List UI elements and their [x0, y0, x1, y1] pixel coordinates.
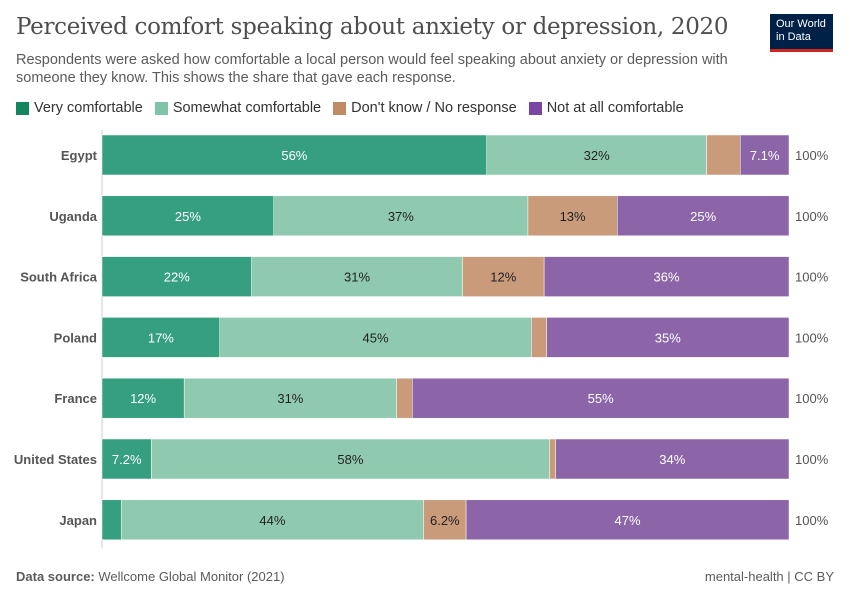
bar-segment — [396, 377, 413, 419]
bar-segment — [555, 438, 790, 480]
bar-segment — [183, 377, 397, 419]
data-label: 35% — [655, 330, 681, 345]
total-label: 100% — [795, 148, 829, 163]
data-label: 37% — [388, 209, 414, 224]
total-label: 100% — [795, 209, 829, 224]
bar-segment — [617, 195, 790, 237]
data-label: 56% — [281, 148, 307, 163]
data-label: 31% — [344, 270, 370, 285]
total-label: 100% — [795, 391, 829, 406]
data-label: 7.2% — [112, 452, 142, 467]
chart-title: Perceived comfort speaking about anxiety… — [16, 14, 729, 40]
bar-segment — [465, 499, 790, 541]
chart-subtitle: Respondents were asked how comfortable a… — [16, 52, 728, 86]
data-label: 25% — [175, 209, 201, 224]
legend-label: Don't know / No response — [351, 100, 517, 116]
legend-swatch — [333, 101, 347, 115]
total-label: 100% — [795, 513, 829, 528]
legend-swatch — [16, 101, 29, 115]
legend-item[interactable]: Very comfortable — [16, 100, 143, 116]
data-label: 44% — [259, 513, 285, 528]
category-label: Uganda — [49, 209, 97, 224]
legend-swatch — [528, 101, 542, 115]
legend: Very comfortable Somewhat comfortable Do… — [16, 100, 684, 116]
bar-segment — [151, 438, 550, 480]
data-label: 17% — [148, 330, 174, 345]
bar-segment — [101, 195, 274, 237]
logo-line1: Our World — [776, 18, 826, 30]
bar-segment — [543, 256, 790, 297]
bar-segment — [101, 317, 220, 358]
bar-segment — [486, 134, 707, 176]
legend-swatch — [154, 101, 168, 115]
category-label: United States — [14, 452, 97, 467]
category-label: South Africa — [20, 270, 98, 285]
bar-segment — [412, 377, 790, 419]
bar-segment — [219, 317, 532, 358]
bar-segment — [527, 195, 618, 237]
data-label: 55% — [588, 391, 614, 406]
legend-label: Somewhat comfortable — [172, 100, 322, 116]
owid-logo[interactable]: Our World in Data — [770, 14, 833, 52]
total-label: 100% — [795, 330, 829, 345]
bar-segment — [546, 317, 790, 358]
bar-segment — [101, 499, 122, 541]
data-label: 31% — [277, 391, 303, 406]
data-label: 45% — [363, 330, 389, 345]
bar-segment — [739, 134, 790, 176]
bar-segment — [251, 256, 463, 297]
data-source: Data source: Wellcome Global Monitor (20… — [16, 569, 285, 584]
legend-item[interactable]: Don't know / No response — [333, 100, 517, 116]
data-label: 25% — [690, 209, 716, 224]
data-label: 47% — [615, 513, 641, 528]
data-label: 12% — [130, 391, 156, 406]
footer-license[interactable]: mental-health | CC BY — [704, 569, 834, 584]
total-label: 100% — [795, 452, 829, 467]
data-label: 58% — [337, 452, 363, 467]
legend-label: Not at all comfortable — [546, 100, 684, 116]
data-label: 13% — [560, 209, 586, 224]
source-link[interactable]: Wellcome Global Monitor (2021) — [98, 569, 285, 584]
legend-item[interactable]: Somewhat comfortable — [154, 100, 322, 116]
data-label: 7.1% — [750, 148, 780, 163]
bar-segment — [101, 134, 487, 176]
bar-segment — [531, 317, 547, 358]
bar-segment — [101, 377, 185, 419]
legend-label: Very comfortable — [34, 100, 143, 116]
category-label: Japan — [59, 513, 97, 528]
bar-segment — [549, 438, 556, 480]
data-label: 6.2% — [430, 513, 460, 528]
data-label: 32% — [584, 148, 610, 163]
bar-segment — [423, 499, 467, 541]
data-label: 22% — [164, 270, 190, 285]
category-label: Egypt — [61, 148, 98, 163]
logo-line2: in Data — [776, 31, 811, 43]
bar-segment — [273, 195, 529, 237]
data-label: 36% — [654, 270, 680, 285]
total-label: 100% — [795, 270, 829, 285]
bar-segment — [706, 134, 741, 176]
bar-segment — [462, 256, 545, 297]
legend-item[interactable]: Not at all comfortable — [528, 100, 684, 116]
source-label: Data source: — [16, 569, 95, 584]
category-label: France — [54, 391, 97, 406]
data-label: 12% — [490, 270, 516, 285]
category-label: Poland — [54, 330, 97, 345]
bar-segment — [101, 256, 252, 297]
data-label: 34% — [659, 452, 685, 467]
bar-segment — [120, 499, 424, 541]
